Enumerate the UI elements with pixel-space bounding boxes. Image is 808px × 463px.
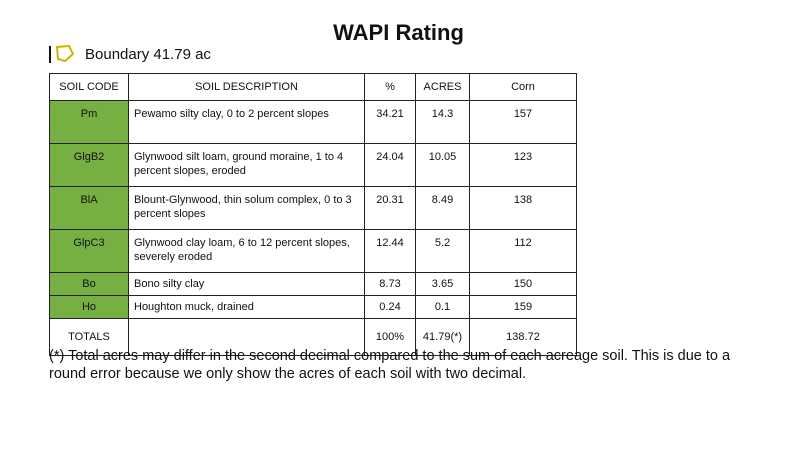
corn-cell: 157 (469, 100, 577, 144)
totals-description-cell (128, 318, 365, 356)
table-header-row: SOIL CODE SOIL DESCRIPTION % ACRES Corn (49, 73, 577, 101)
table-row: GlpC3 Glynwood clay loam, 6 to 12 percen… (49, 229, 577, 273)
table-row: BlA Blount-Glynwood, thin solum complex,… (49, 186, 577, 230)
percent-cell: 34.21 (364, 100, 416, 144)
boundary-legend: Boundary 41.79 ac (49, 44, 211, 64)
soil-description-cell: Glynwood clay loam, 6 to 12 percent slop… (128, 229, 365, 273)
acres-cell: 0.1 (415, 295, 470, 319)
percent-cell: 12.44 (364, 229, 416, 273)
soil-description-cell: Glynwood silt loam, ground moraine, 1 to… (128, 143, 365, 187)
header-percent: % (364, 73, 416, 101)
boundary-label: Boundary 41.79 ac (85, 45, 211, 63)
totals-corn-cell: 138.72 (469, 318, 577, 356)
soil-description-cell: Pewamo silty clay, 0 to 2 percent slopes (128, 100, 365, 144)
corn-cell: 138 (469, 186, 577, 230)
soil-table: SOIL CODE SOIL DESCRIPTION % ACRES Corn … (49, 73, 577, 356)
soil-code-cell: GlpC3 (49, 229, 129, 273)
acres-cell: 5.2 (415, 229, 470, 273)
totals-row: TOTALS 100% 41.79(*) 138.72 (49, 318, 577, 356)
percent-cell: 8.73 (364, 272, 416, 296)
totals-label-cell: TOTALS (49, 318, 129, 356)
totals-percent-cell: 100% (364, 318, 416, 356)
acres-cell: 3.65 (415, 272, 470, 296)
header-soil-code: SOIL CODE (49, 73, 129, 101)
boundary-polygon-icon (55, 45, 75, 63)
percent-cell: 0.24 (364, 295, 416, 319)
corn-cell: 112 (469, 229, 577, 273)
footnote: (*) Total acres may differ in the second… (49, 348, 731, 382)
soil-description-cell: Houghton muck, drained (128, 295, 365, 319)
corn-cell: 150 (469, 272, 577, 296)
acres-cell: 14.3 (415, 100, 470, 144)
percent-cell: 20.31 (364, 186, 416, 230)
legend-divider (49, 45, 51, 63)
soil-code-cell: BlA (49, 186, 129, 230)
acres-cell: 10.05 (415, 143, 470, 187)
header-soil-description: SOIL DESCRIPTION (128, 73, 365, 101)
table-row: Bo Bono silty clay 8.73 3.65 150 (49, 272, 577, 296)
table-row: GlgB2 Glynwood silt loam, ground moraine… (49, 143, 577, 187)
soil-description-cell: Bono silty clay (128, 272, 365, 296)
totals-acres-cell: 41.79(*) (415, 318, 470, 356)
soil-code-cell: Bo (49, 272, 129, 296)
soil-code-cell: Pm (49, 100, 129, 144)
corn-cell: 123 (469, 143, 577, 187)
table-row: Ho Houghton muck, drained 0.24 0.1 159 (49, 295, 577, 319)
percent-cell: 24.04 (364, 143, 416, 187)
page-title: WAPI Rating (333, 20, 464, 45)
corn-cell: 159 (469, 295, 577, 319)
header-corn: Corn (469, 73, 577, 101)
header-acres: ACRES (415, 73, 470, 101)
soil-description-cell: Blount-Glynwood, thin solum complex, 0 t… (128, 186, 365, 230)
acres-cell: 8.49 (415, 186, 470, 230)
soil-code-cell: GlgB2 (49, 143, 129, 187)
table-row: Pm Pewamo silty clay, 0 to 2 percent slo… (49, 100, 577, 144)
soil-code-cell: Ho (49, 295, 129, 319)
